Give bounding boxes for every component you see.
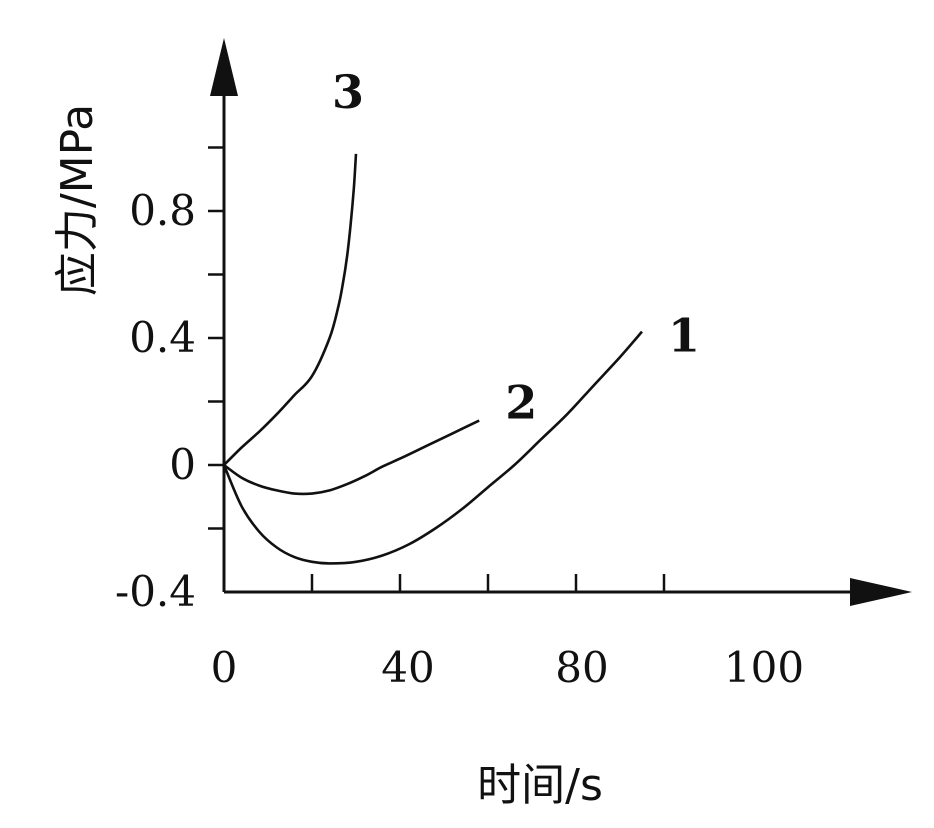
series-label-2: 2 xyxy=(505,376,537,430)
axes xyxy=(210,38,912,606)
y-tick-label: -0.4 xyxy=(115,567,196,616)
series-curve-1 xyxy=(222,330,643,565)
y-tick-label: 0 xyxy=(169,440,196,489)
y-axis-arrow xyxy=(210,38,238,96)
x-tick-label: 80 xyxy=(555,643,608,692)
series-label-3: 3 xyxy=(332,65,364,119)
x-tick-label: 0 xyxy=(211,643,238,692)
x-tick-label: 40 xyxy=(381,643,434,692)
x-tick-label: 100 xyxy=(724,643,804,692)
y-tick-label: 0.8 xyxy=(129,186,196,235)
ticks xyxy=(208,146,666,592)
x-axis-label: 时间/s xyxy=(477,760,603,811)
series-curve-2 xyxy=(223,419,480,496)
x-axis-arrow xyxy=(850,578,912,606)
labels: 0 40 80 100 -0.4 0 0.4 0.8 1 2 3 xyxy=(115,65,804,692)
curves xyxy=(222,153,643,565)
series-curve-3 xyxy=(223,153,358,466)
y-axis-label: 应力/MPa xyxy=(52,104,103,296)
series-label-1: 1 xyxy=(668,309,700,363)
y-tick-label: 0.4 xyxy=(129,313,196,362)
